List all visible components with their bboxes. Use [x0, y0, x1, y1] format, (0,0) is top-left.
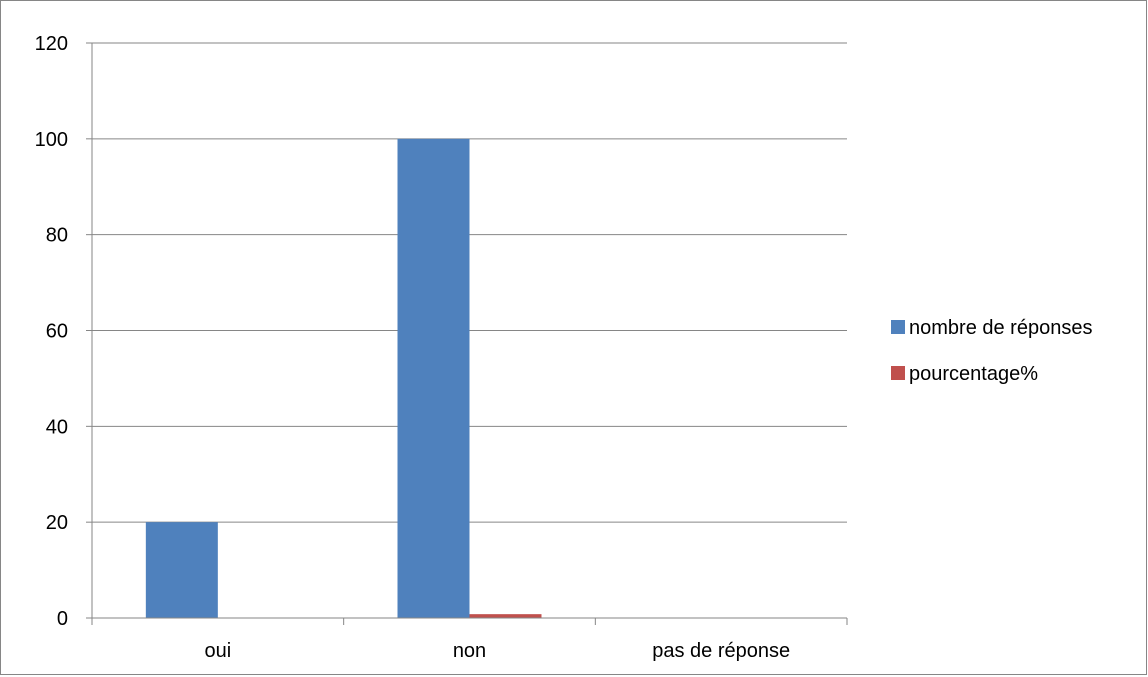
legend-swatch: [891, 320, 905, 334]
y-tick-label: 0: [57, 608, 68, 630]
y-tick-label: 20: [46, 512, 68, 534]
legend-swatch: [891, 366, 905, 380]
bars: [145, 138, 542, 619]
x-tick-label: oui: [204, 640, 231, 662]
bar-2-non: [469, 614, 542, 618]
y-tick-label: 40: [46, 416, 68, 438]
x-tick-label: non: [453, 640, 486, 662]
legend-label: pourcentage%: [909, 363, 1038, 385]
x-tick-label: pas de réponse: [652, 640, 790, 662]
legend: nombre de réponses pourcentage%: [891, 317, 1092, 385]
axes: 0 20 40 60 80 100 120 oui non pas de réponse: [35, 33, 848, 662]
y-tick-label: 80: [46, 225, 68, 247]
y-tick-label: 60: [46, 321, 68, 343]
y-tick-label: 120: [35, 33, 68, 55]
bar-1-oui: [145, 522, 218, 618]
legend-label: nombre de réponses: [909, 317, 1092, 339]
bar-1-non: [397, 138, 470, 619]
y-tick-label: 100: [35, 129, 68, 151]
